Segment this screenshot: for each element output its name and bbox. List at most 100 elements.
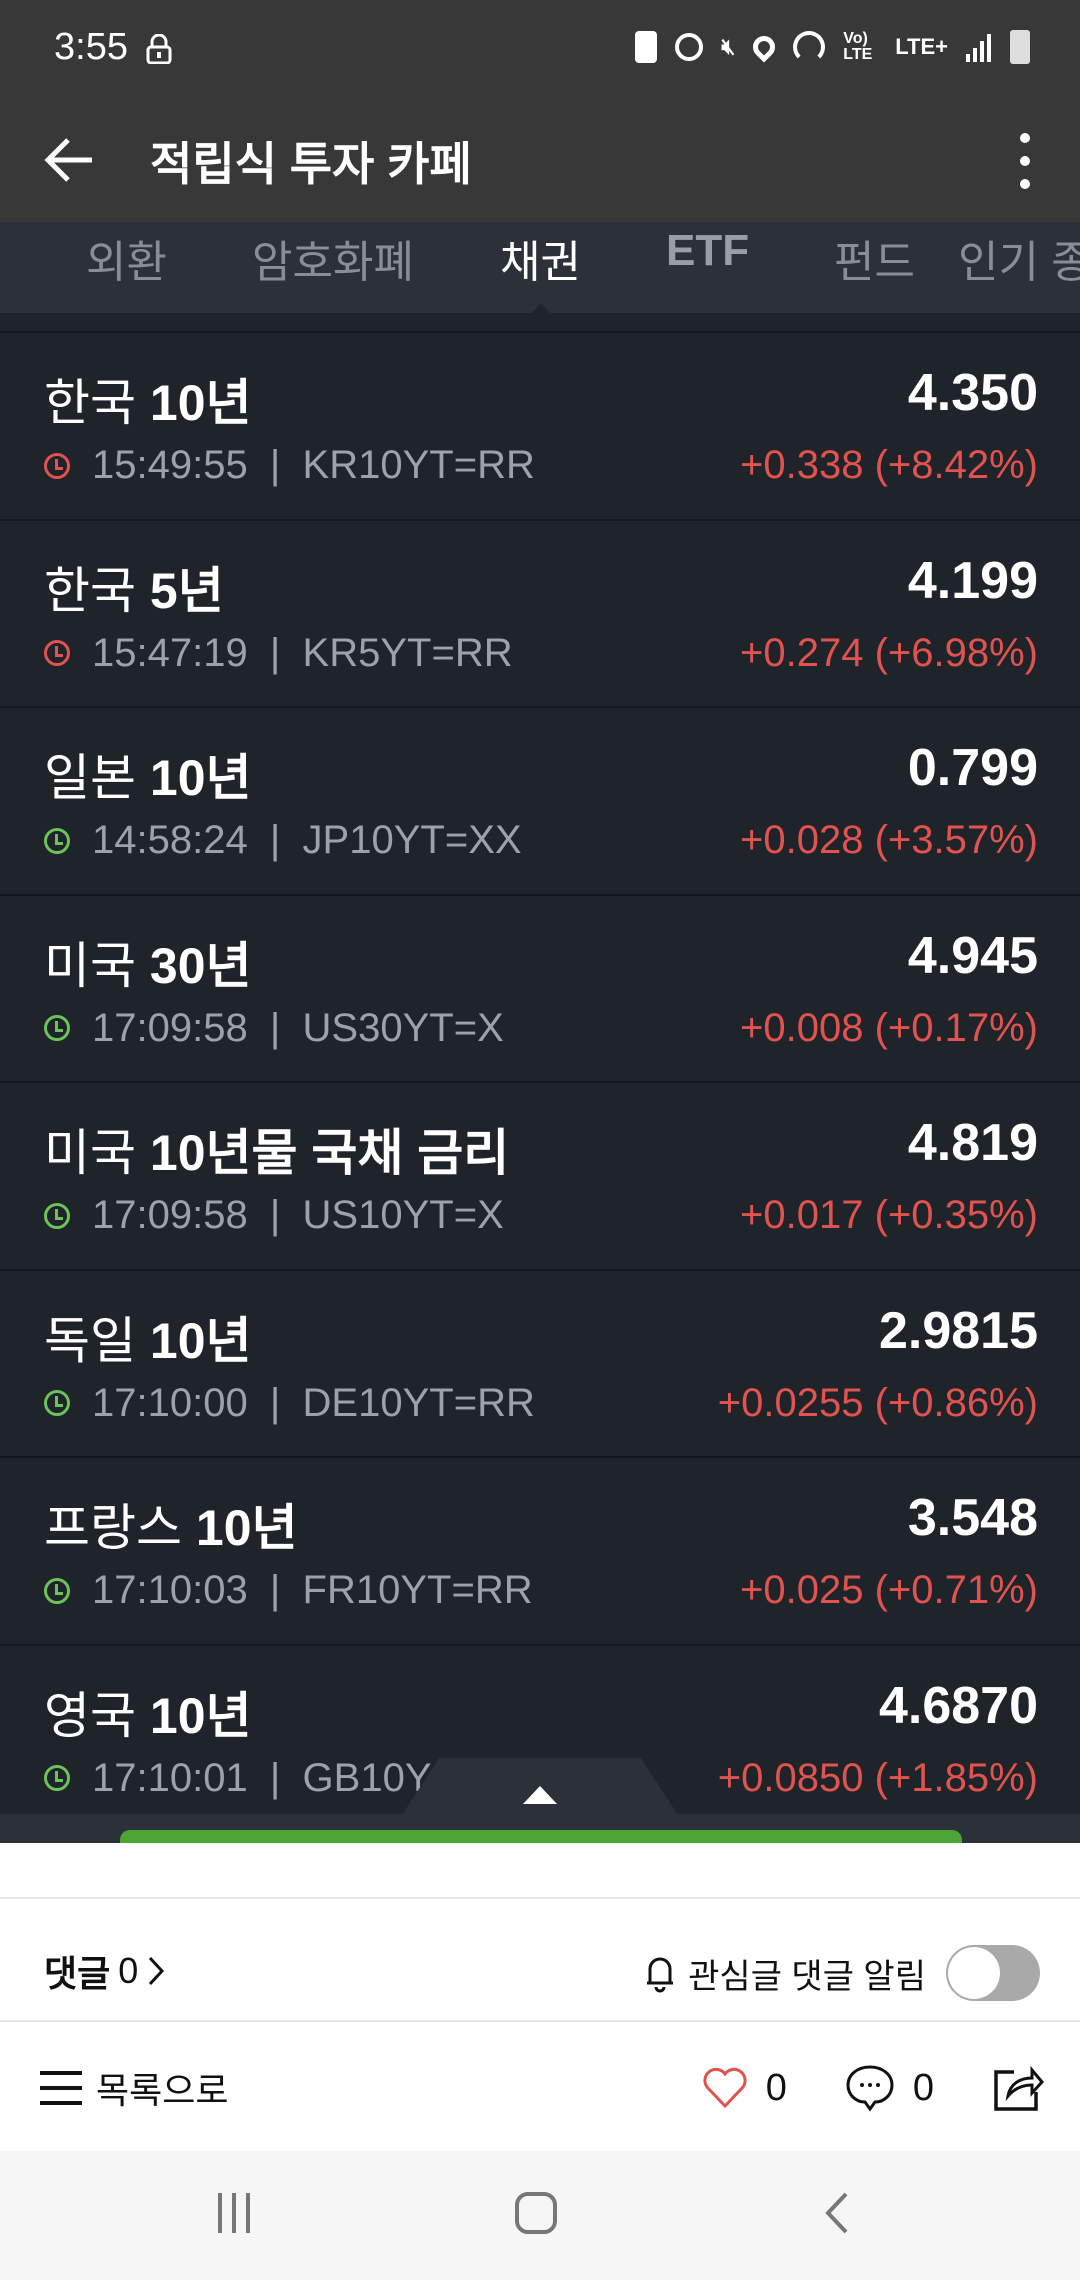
notify-toggle[interactable] [946,1945,1040,2001]
tab-etf[interactable]: ETF [666,226,750,275]
bond-term: 30년 [149,937,252,994]
bond-change: +0.025 (+0.71%) [740,1568,1038,1612]
bond-code: US30YT=X [302,1005,504,1050]
bond-time: 17:09:58 [92,1193,248,1237]
volte-icon: Vo) LTE [843,30,873,63]
bond-code: GB10Y [302,1755,432,1800]
bond-name: 일본 10년 [44,738,252,810]
bond-yield: 4.945 [907,926,1038,985]
bond-meta: 15:49:55 | KR10YT=RR [44,443,535,488]
heart-icon[interactable] [702,2067,748,2109]
lte-plus-icon: LTE+ [895,34,948,59]
notify-label: 관심글 댓글 알림 [688,1957,926,1996]
bond-yield: 4.6870 [878,1676,1038,1735]
share-icon[interactable] [992,2064,1044,2112]
bond-name: 미국 30년 [44,926,252,998]
bond-name: 프랑스 10년 [44,1488,298,1560]
bond-term: 10년 [149,1312,252,1369]
bond-yield: 2.9815 [878,1301,1038,1360]
clock-icon [44,1015,70,1041]
bond-change: +0.274 (+6.98%) [740,630,1038,675]
bond-row[interactable]: 일본 10년 0.799 14:58:24 | JP10YT=XX +0.028 (+… [0,708,1080,896]
bond-name: 한국 10년 [44,363,252,435]
bell-icon [647,1957,674,1993]
post-footer [0,1843,1080,2151]
tab-forex[interactable]: 외환 [86,238,167,287]
clock-icon [44,827,70,854]
bond-row[interactable]: 미국 10년물 국채 금리 4.819 17:09:58 | US10YT=X +0.… [0,1083,1080,1271]
bond-time: 17:10:00 [92,1380,248,1425]
recent-apps-icon[interactable] [214,2191,254,2235]
expand-handle[interactable] [400,1758,680,1818]
market-tabs: 외환 암호화폐 채권 ETF 펀드 인기 종 [0,222,1080,313]
bond-country: 영국 [44,1687,136,1744]
like-count: 0 [765,2066,787,2109]
location-icon [748,31,780,63]
divider [0,1897,1080,1899]
comment-bubble-icon[interactable] [845,2064,895,2112]
chevron-right-icon [149,1956,165,1986]
bond-row[interactable]: 미국 30년 4.945 17:09:58 | US30YT=X +0.008 (+0… [0,895,1080,1083]
bond-yield: 3.548 [907,1489,1038,1547]
bond-meta: 17:09:58 | US10YT=X [44,1193,504,1238]
bond-time: 17:10:01 [92,1755,248,1800]
notify-setting: 관심글 댓글 알림 [642,1945,1040,2001]
bond-yield: 0.799 [907,739,1038,797]
home-icon[interactable] [514,2191,558,2235]
bond-name: 한국 5년 [44,551,224,623]
bond-country: 미국 [44,937,136,994]
clock-icon [44,1390,70,1416]
bond-row[interactable]: 한국 5년 4.199 15:47:19 | KR5YT=RR +0.274 (+6.… [0,520,1080,708]
tab-bonds[interactable]: 채권 [500,238,581,287]
bond-code: FR10YT=RR [302,1568,533,1612]
bond-time: 15:49:55 [92,443,248,487]
accent-bar [120,1830,962,1843]
bond-country: 미국 [44,1125,136,1181]
bond-name: 영국 10년 [44,1676,252,1748]
bond-term: 10년 [149,1687,252,1744]
tab-crypto[interactable]: 암호화폐 [252,238,414,287]
bond-meta: 14:58:24 | JP10YT=XX [44,818,522,863]
chevron-up-icon [523,1786,557,1804]
tab-popular[interactable]: 인기 종 [958,238,1080,287]
battery-charging-icon [1010,30,1030,64]
mute-icon: 🔇︎ [721,34,736,59]
page-title: 적립식 투자 카페 [150,138,472,190]
bond-yield: 4.350 [907,364,1038,422]
back-to-list-label: 목록으로 [96,2070,229,2111]
bond-list: 한국 10년 4.350 15:49:55 | KR10YT=RR +0.338 (+… [0,331,1080,1814]
back-to-list-button[interactable]: 목록으로 [40,2062,228,2114]
bond-row[interactable]: 프랑스 10년 3.548 17:10:03 | FR10YT=RR +0.025 (… [0,1458,1080,1646]
bond-country: 한국 [44,562,136,619]
bond-row[interactable]: 한국 10년 4.350 15:49:55 | KR10YT=RR +0.338 (+… [0,333,1080,521]
comments-count: 0 [118,1950,139,1991]
clock-icon [44,1765,70,1791]
status-bar: 3:55 🔇︎ Vo) LTE LTE+ [0,0,1080,100]
divider [0,2020,1080,2022]
tab-funds[interactable]: 펀드 [834,238,915,287]
bond-meta: 17:10:01 | GB10Y [44,1756,432,1801]
bond-yield: 4.819 [907,1114,1038,1172]
system-nav-bar [0,2151,1080,2280]
more-options-icon[interactable] [1000,126,1050,196]
bond-meta: 15:47:19 | KR5YT=RR [44,631,513,676]
signal-icon [966,34,991,62]
bond-change: +0.338 (+8.42%) [740,443,1038,487]
bond-change: +0.0255 (+0.86%) [717,1380,1038,1425]
bond-meta: 17:10:00 | DE10YT=RR [44,1381,535,1426]
lock-icon [146,34,172,64]
bond-term: 5년 [149,562,224,619]
bond-row[interactable]: 독일 10년 2.9815 17:10:00 | DE10YT=RR +0.0255 … [0,1270,1080,1458]
bond-change: +0.028 (+3.57%) [740,818,1038,862]
battery-saver-icon [635,31,658,63]
bond-meta: 17:09:58 | US30YT=X [44,1006,504,1051]
menu-icon [40,2071,82,2105]
bond-term: 10년 [149,750,252,806]
system-back-icon[interactable] [822,2191,852,2235]
bond-term: 10년 [149,375,252,431]
bond-change: +0.0850 (+1.85%) [717,1755,1038,1800]
active-tab-indicator [532,303,550,313]
back-arrow-icon[interactable] [40,130,100,190]
comments-link[interactable]: 댓글 0 [44,1945,166,1997]
bond-code: KR5YT=RR [302,630,513,675]
